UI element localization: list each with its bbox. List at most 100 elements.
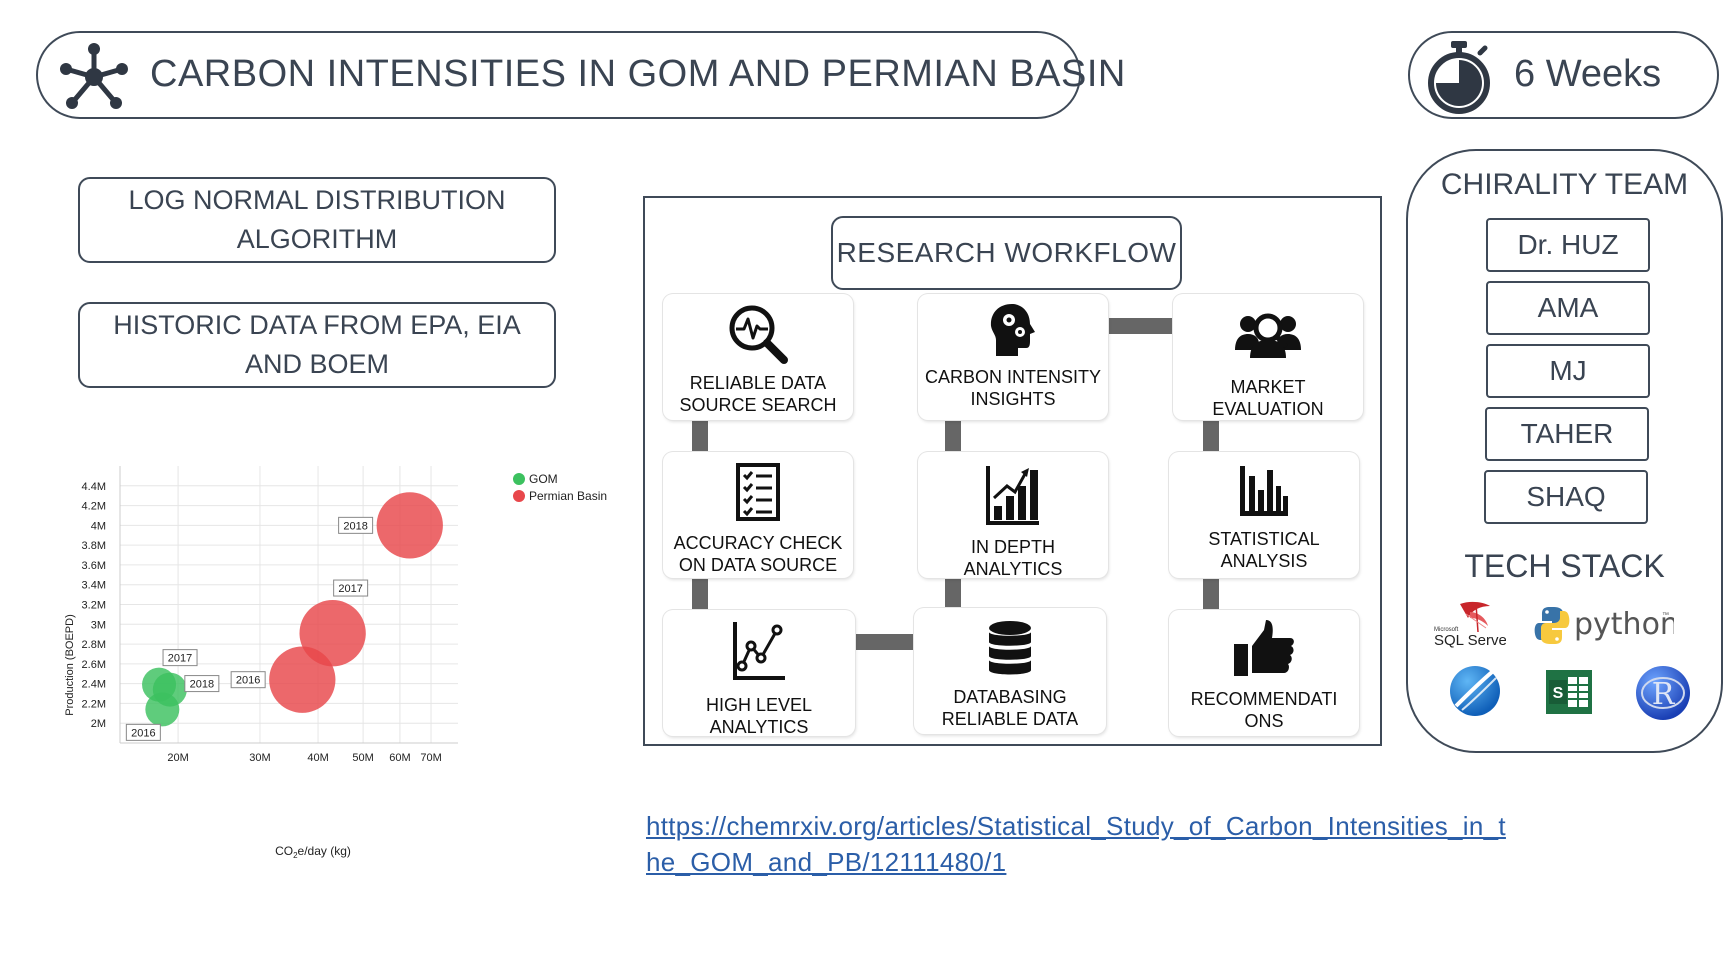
point-label-box bbox=[338, 516, 374, 534]
point-label-box bbox=[125, 723, 161, 741]
step-label-line-1: IN DEPTH bbox=[970, 537, 1055, 557]
people-group-icon bbox=[1235, 313, 1301, 358]
point-label: 2018 bbox=[190, 679, 214, 691]
connector bbox=[1203, 420, 1219, 452]
y-tick-label: 3.8M bbox=[82, 540, 106, 552]
point-label-box bbox=[333, 579, 369, 597]
title-banner: CARBON INTENSITIES IN GOM AND PERMIAN BA… bbox=[36, 31, 1125, 119]
method-box: LOG NORMAL DISTRIBUTION ALGORITHM bbox=[78, 177, 556, 263]
point-label: 2018 bbox=[343, 520, 367, 532]
step-label-line-1: STATISTICAL bbox=[1208, 529, 1320, 549]
sql-server-small-text: Microsoft bbox=[1434, 627, 1459, 633]
x-tick-label: 70M bbox=[420, 752, 441, 764]
step-label-line-2: SOURCE SEARCH bbox=[679, 395, 837, 415]
point-label: 2016 bbox=[236, 675, 260, 687]
point-label-box bbox=[162, 649, 198, 667]
data-point bbox=[376, 492, 443, 559]
step-label-line-2: ANALYSIS bbox=[1220, 551, 1308, 571]
connector bbox=[856, 634, 914, 650]
step-label-line-2: ONS bbox=[1244, 711, 1284, 731]
method-line-2: ALGORITHM bbox=[236, 224, 398, 254]
paper-link[interactable]: https://chemrxiv.org/articles/Statistica… bbox=[646, 811, 1506, 877]
step-label-line-1: HIGH LEVEL ANALYTICS bbox=[705, 695, 813, 737]
team-member: Dr. HUZ bbox=[1486, 218, 1650, 272]
y-tick-label: 2.2M bbox=[82, 698, 106, 710]
step-label-line-1: DATABASING bbox=[953, 687, 1067, 707]
y-tick-label: 2.6M bbox=[82, 659, 106, 671]
y-tick-label: 4M bbox=[91, 520, 106, 532]
excel-logo: S bbox=[1546, 670, 1592, 714]
database-icon bbox=[989, 621, 1031, 675]
thumbs-up-icon bbox=[1234, 620, 1294, 676]
chart-points bbox=[142, 492, 443, 727]
network-hub-icon bbox=[60, 43, 128, 109]
step-label-line-1: MARKET EVALUATION bbox=[1212, 377, 1324, 419]
y-tick-label: 3.2M bbox=[82, 600, 106, 612]
data-source-line-1: HISTORIC DATA FROM EPA, EIA bbox=[113, 310, 521, 340]
r-logo-text: R bbox=[1652, 677, 1676, 712]
workflow-step-carbon-insights: CARBON INTENSITY INSIGHTS bbox=[918, 294, 1108, 420]
checklist-icon bbox=[736, 463, 780, 521]
connector bbox=[1107, 318, 1173, 334]
workflow-step-databasing: DATABASING RELIABLE DATA bbox=[914, 608, 1106, 734]
legend-marker-gom bbox=[513, 473, 525, 485]
step-label-line-1: RELIABLE DATA bbox=[689, 373, 827, 393]
x-tick-label: 60M bbox=[389, 752, 410, 764]
carbon-bubble-chart: 2M 2.2M 2.4M 2.6M 2.8M 3M 3.2M 3.4M 3.6M 3.8M 4M 4.… bbox=[64, 466, 607, 860]
legend-label-gom: GOM bbox=[529, 472, 558, 486]
y-tick-label: 2M bbox=[91, 718, 106, 730]
point-label-box bbox=[230, 671, 266, 689]
chart-legend: GOM Permian Basin bbox=[513, 472, 607, 503]
point-label: 2017 bbox=[338, 583, 362, 595]
legend-label-permian: Permian Basin bbox=[529, 489, 607, 503]
chart-y-axis-label: Production (BOEPD) bbox=[64, 614, 76, 715]
python-text: python bbox=[1574, 607, 1674, 642]
x-tick-label: 20M bbox=[167, 752, 188, 764]
workflow-step-market-evaluation: MARKET EVALUATION bbox=[1173, 294, 1363, 420]
chart-point-labels: 2016 2017 2018 2016 2017 2018 bbox=[125, 516, 374, 741]
team-member: AMA bbox=[1486, 281, 1650, 335]
chart-axes: 2M 2.2M 2.4M 2.6M 2.8M 3M 3.2M 3.4M 3.6M 3.8M 4M 4.… bbox=[82, 466, 458, 764]
step-label-line-1: ACCURACY CHECK bbox=[673, 533, 843, 553]
y-tick-label: 4.2M bbox=[82, 501, 106, 513]
y-tick-label: 3.4M bbox=[82, 580, 106, 592]
chart-x-axis-label: CO2e/day (kg) bbox=[275, 844, 351, 860]
svg-text:S: S bbox=[1553, 685, 1564, 702]
connector bbox=[692, 578, 708, 610]
step-label-line-1: CARBON INTENSITY bbox=[924, 367, 1102, 387]
x-tick-label: 50M bbox=[352, 752, 373, 764]
tech-stack-title: TECH STACK bbox=[1464, 548, 1665, 584]
step-label-line-2: ON DATA SOURCE bbox=[678, 555, 838, 575]
workflow-step-statistical-analysis: STATISTICAL ANALYSIS bbox=[1169, 452, 1359, 578]
y-tick-label: 3M bbox=[91, 619, 106, 631]
connector bbox=[945, 420, 961, 452]
data-source-box: HISTORIC DATA FROM EPA, EIA AND BOEM bbox=[78, 302, 556, 388]
r-logo: R bbox=[1636, 666, 1690, 720]
y-tick-label: 2.4M bbox=[82, 679, 106, 691]
connector bbox=[692, 420, 708, 452]
step-label-line-2: RELIABLE DATA bbox=[941, 709, 1079, 729]
workflow-step-recommendations: RECOMMENDATI ONS bbox=[1169, 610, 1359, 736]
connector bbox=[1203, 578, 1219, 610]
data-point bbox=[152, 672, 187, 707]
stopwatch-icon bbox=[1428, 41, 1490, 114]
python-logo: python ™ bbox=[1534, 607, 1674, 644]
data-source-line-2: AND BOEM bbox=[244, 349, 390, 379]
page-title: CARBON INTENSITIES IN GOM AND PERMIAN BA… bbox=[150, 53, 1126, 95]
point-label: 2016 bbox=[131, 727, 155, 739]
duration-banner: 6 Weeks bbox=[1408, 31, 1719, 119]
powerbi-logo bbox=[1450, 666, 1500, 716]
sql-server-logo: Microsoft SQL Server bbox=[1434, 601, 1506, 649]
bar-chart-icon bbox=[1240, 466, 1288, 516]
legend-marker-permian bbox=[513, 490, 525, 502]
sql-server-text: SQL Server bbox=[1434, 632, 1506, 649]
y-tick-label: 3.6M bbox=[82, 560, 106, 572]
workflow-step-accuracy-check: ACCURACY CHECK ON DATA SOURCE bbox=[663, 452, 853, 578]
workflow-step-in-depth-analytics: IN DEPTH ANALYTICS bbox=[918, 452, 1108, 579]
y-tick-label: 4.4M bbox=[82, 481, 106, 493]
workflow-step-high-level-analytics: HIGH LEVEL ANALYTICS bbox=[663, 610, 855, 737]
duration-label: 6 Weeks bbox=[1514, 53, 1662, 95]
team-member: SHAQ bbox=[1484, 470, 1648, 524]
line-chart-icon bbox=[733, 622, 785, 680]
method-line-1: LOG NORMAL DISTRIBUTION bbox=[128, 185, 506, 215]
